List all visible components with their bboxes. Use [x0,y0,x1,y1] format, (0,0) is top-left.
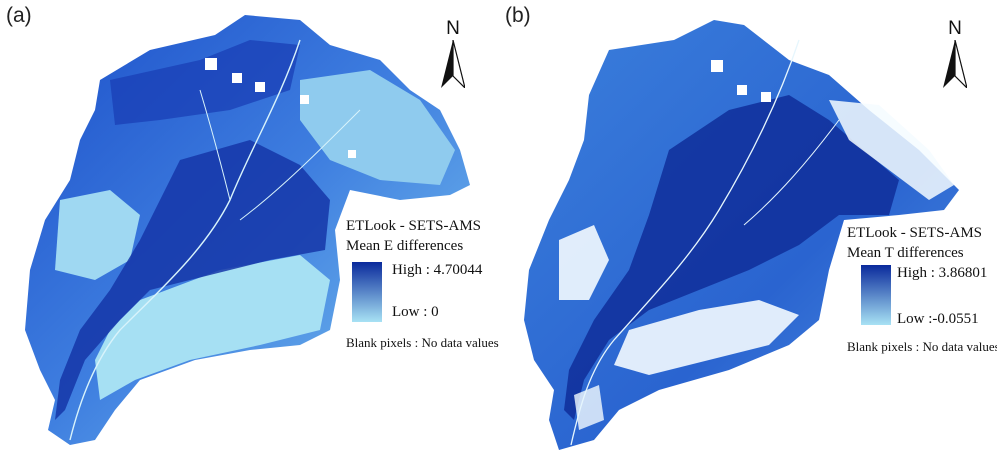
north-arrow-icon [943,40,967,88]
legend-note: Blank pixels : No data values [847,339,997,354]
legend: ETLook - SETS-AMS Mean E differences Hig… [346,216,499,350]
legend-low: Low :-0.0551 [897,311,979,327]
legend-high: High : 3.86801 [897,265,988,281]
legend-high: High : 4.70044 [392,262,483,278]
upland-zone [300,70,455,185]
map-panel-a: (a) N ETLook - SETS-AMS Mean E differenc… [0,0,499,454]
north-arrow: N [433,18,473,88]
no-data-patch [614,300,799,375]
river [69,39,301,441]
legend-title: ETLook - SETS-AMS [346,218,481,234]
e-difference-map [25,15,470,445]
legend: ETLook - SETS-AMS Mean T differences Hig… [847,223,997,354]
legend-color-ramp [861,265,891,325]
desert-zone [95,255,330,400]
panel-label: (b) [505,4,531,27]
north-band [110,40,300,125]
panel-label: (a) [6,4,32,27]
north-letter: N [948,18,962,39]
river [570,39,800,446]
irrigated-core [55,140,330,420]
west-zone [55,190,140,280]
legend-subtitle: Mean E differences [346,238,464,254]
irrigated-core [564,95,899,420]
no-data-patch [829,100,954,200]
river [199,89,231,201]
legend-note: Blank pixels : No data values [346,335,499,350]
t-difference-map [524,20,959,450]
legend-title: ETLook - SETS-AMS [847,225,982,241]
no-data-patch [559,225,609,300]
map-panel-b: (b) N ETLook - SETS-AMS Mean T differenc… [499,0,997,454]
river [743,119,840,226]
north-letter: N [446,18,460,39]
north-arrow-icon [441,40,465,88]
legend-color-ramp [352,262,382,322]
legend-low: Low : 0 [392,304,439,320]
north-arrow: N [935,18,975,88]
legend-subtitle: Mean T differences [847,245,964,261]
river [239,109,361,221]
no-data-patch [574,385,604,430]
